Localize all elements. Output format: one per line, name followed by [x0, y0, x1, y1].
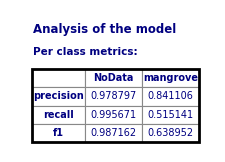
Text: 0.515141: 0.515141	[148, 110, 194, 120]
Bar	[85, 87, 142, 105]
Text: Analysis of the model: Analysis of the model	[33, 23, 177, 36]
Bar	[142, 69, 199, 87]
Bar	[142, 124, 199, 142]
Text: precision: precision	[33, 92, 84, 101]
Text: 0.978797: 0.978797	[90, 92, 137, 101]
Bar	[85, 105, 142, 124]
Bar	[32, 69, 85, 87]
Bar	[32, 124, 85, 142]
Bar	[142, 87, 199, 105]
Text: f1: f1	[53, 128, 64, 138]
Text: mangrove: mangrove	[143, 73, 198, 83]
Text: 0.987162: 0.987162	[91, 128, 137, 138]
Bar	[32, 105, 85, 124]
Text: recall: recall	[43, 110, 74, 120]
Text: 0.995671: 0.995671	[91, 110, 137, 120]
Text: 0.638952: 0.638952	[148, 128, 194, 138]
Bar	[142, 105, 199, 124]
Bar	[32, 87, 85, 105]
Text: 0.841106: 0.841106	[148, 92, 194, 101]
Text: Per class metrics:: Per class metrics:	[33, 47, 138, 57]
Bar	[85, 69, 142, 87]
Bar	[85, 124, 142, 142]
Bar	[32, 69, 199, 142]
Text: NoData: NoData	[93, 73, 134, 83]
